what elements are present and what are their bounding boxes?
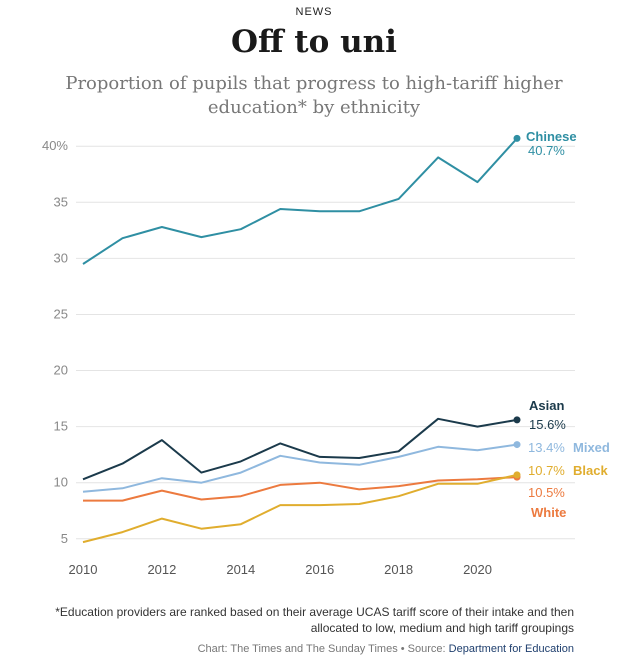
section-kicker: NEWS: [295, 6, 333, 18]
series-line-chinese: [82, 137, 518, 265]
series-lines: [82, 134, 521, 544]
series-name-label-chinese: Chinese: [526, 129, 577, 144]
y-axis: 5 10 15 20 25 30 35 40%: [42, 138, 68, 546]
series-end-point-mixed: [513, 441, 521, 449]
grid-lines: [76, 145, 575, 540]
series-value-label-white: 10.5%: [528, 485, 565, 500]
series-end-point-black: [513, 471, 521, 479]
series-value-label-mixed: 13.4%: [528, 440, 565, 455]
series-name-label-white: White: [531, 505, 566, 520]
chart-title: Off to uni: [231, 24, 397, 60]
y-tick-label-15: 15: [54, 419, 68, 434]
x-tick-label-2014: 2014: [226, 562, 255, 577]
series-line-black: [82, 473, 518, 544]
source-link[interactable]: Department for Education: [448, 643, 574, 655]
y-tick-label-25: 25: [54, 306, 68, 321]
series-name-label-asian: Asian: [529, 398, 564, 413]
series-end-point-chinese: [513, 134, 521, 142]
x-axis: 2010 2012 2014 2016 2018 2020: [69, 562, 492, 577]
y-tick-label-5: 5: [61, 531, 68, 546]
chart-subtitle: Proportion of pupils that progress to hi…: [65, 73, 563, 118]
x-tick-label-2018: 2018: [384, 562, 413, 577]
series-value-label-black: 10.7%: [528, 463, 565, 478]
y-tick-label-30: 30: [54, 250, 68, 265]
series-line-white: [83, 476, 518, 502]
series-value-label-asian: 15.6%: [529, 417, 566, 432]
footnote: *Education providers are ranked based on…: [55, 605, 574, 635]
x-tick-label-2012: 2012: [147, 562, 176, 577]
series-name-label-black: Black: [573, 463, 608, 478]
y-tick-label-35: 35: [54, 194, 68, 209]
series-name-label-mixed: Mixed: [573, 440, 610, 455]
line-chart: 5 10 15 20 25 30 35 40% 2010 2012 2014 2016 2018 202…: [42, 129, 610, 577]
series-end-point-asian: [513, 416, 521, 424]
x-tick-label-2016: 2016: [305, 562, 334, 577]
x-tick-label-2010: 2010: [69, 562, 98, 577]
credit-line: Chart: The Times and The Sunday Times • …: [198, 643, 574, 655]
y-tick-label-40: 40%: [42, 138, 68, 153]
credit-prefix: Chart: The Times and The Sunday Times • …: [197, 643, 449, 655]
x-tick-label-2020: 2020: [463, 562, 492, 577]
series-line-mixed: [82, 443, 518, 493]
series-line-asian: [82, 417, 518, 481]
y-tick-label-10: 10: [54, 475, 68, 490]
series-value-label-chinese: 40.7%: [528, 143, 565, 158]
y-tick-label-20: 20: [54, 363, 68, 378]
